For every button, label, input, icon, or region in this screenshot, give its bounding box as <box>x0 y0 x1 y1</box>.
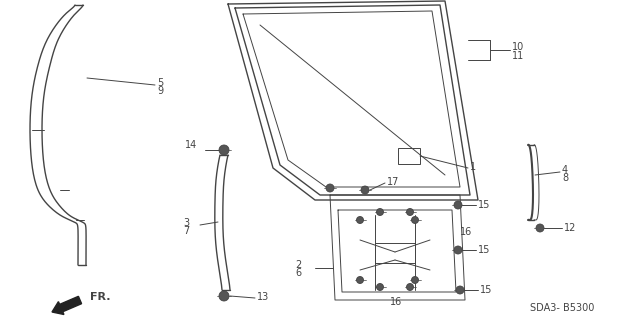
Text: 4: 4 <box>562 165 568 175</box>
Text: 10: 10 <box>512 42 524 52</box>
Text: 16: 16 <box>390 297 403 307</box>
Text: 12: 12 <box>564 223 577 233</box>
Text: 8: 8 <box>562 173 568 183</box>
Circle shape <box>361 186 369 194</box>
Circle shape <box>406 209 413 216</box>
Text: 11: 11 <box>512 51 524 61</box>
Text: 7: 7 <box>183 226 189 236</box>
Text: 6: 6 <box>295 268 301 278</box>
Text: 17: 17 <box>387 177 399 187</box>
Text: 14: 14 <box>185 140 197 150</box>
Text: 1: 1 <box>470 162 476 172</box>
Circle shape <box>356 217 364 224</box>
Text: 13: 13 <box>257 292 269 302</box>
Text: 5: 5 <box>157 78 163 88</box>
Text: 2: 2 <box>295 260 301 270</box>
Circle shape <box>356 277 364 284</box>
Circle shape <box>454 201 462 209</box>
Text: 15: 15 <box>478 200 490 210</box>
Bar <box>375 243 415 263</box>
Circle shape <box>219 291 229 301</box>
Circle shape <box>219 145 229 155</box>
Text: 15: 15 <box>480 285 492 295</box>
Circle shape <box>536 224 544 232</box>
Circle shape <box>456 286 464 294</box>
Text: SDA3- B5300: SDA3- B5300 <box>530 303 595 313</box>
Bar <box>398 148 420 164</box>
Circle shape <box>376 209 383 216</box>
Circle shape <box>412 217 419 224</box>
Circle shape <box>326 184 334 192</box>
Text: 15: 15 <box>478 245 490 255</box>
Text: 9: 9 <box>157 86 163 96</box>
Circle shape <box>376 284 383 291</box>
Circle shape <box>406 284 413 291</box>
Text: FR.: FR. <box>90 292 111 302</box>
Text: 16: 16 <box>460 227 472 237</box>
FancyArrow shape <box>52 296 81 315</box>
Circle shape <box>412 277 419 284</box>
Text: 3: 3 <box>183 218 189 228</box>
Circle shape <box>454 246 462 254</box>
